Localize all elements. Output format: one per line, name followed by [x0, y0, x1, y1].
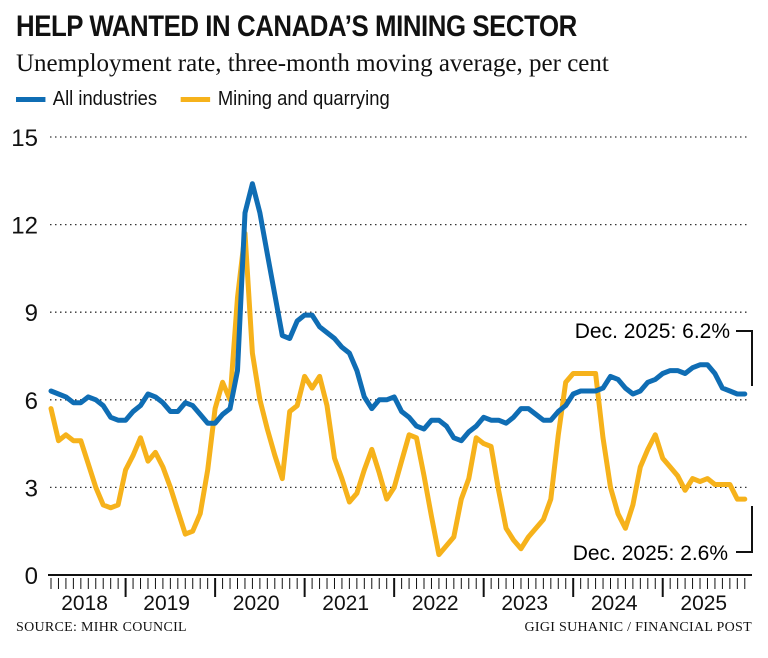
annotation-label: Dec. 2025: 2.6%	[573, 542, 728, 565]
y-tick-label: 12	[11, 213, 38, 240]
annotation-bracket	[736, 330, 753, 386]
y-tick-label: 0	[25, 563, 38, 590]
legend-label: Mining and quarrying	[217, 88, 390, 110]
annotation-all-industries: Dec. 2025: 6.2%	[575, 320, 753, 386]
y-tick-label: 3	[25, 475, 38, 502]
x-tick-label: 2025	[680, 592, 727, 615]
annotation-mining: Dec. 2025: 2.6%	[573, 506, 753, 565]
legend-item-all-industries: All industries	[16, 88, 157, 111]
legend: All industries Mining and quarrying	[16, 88, 414, 111]
x-tick-label: 2021	[322, 592, 369, 615]
chart-subtitle: Unemployment rate, three-month moving av…	[16, 50, 609, 77]
y-tick-label: 6	[25, 388, 38, 415]
legend-swatch-mining	[181, 97, 211, 102]
source-note: SOURCE: MIHR COUNCIL	[16, 620, 187, 635]
x-tick-label: 2022	[412, 592, 459, 615]
x-tick-label: 2024	[591, 592, 638, 615]
legend-swatch-all-industries	[16, 97, 46, 102]
x-tick-label: 2019	[143, 592, 190, 615]
series-line-all-industries	[48, 181, 748, 444]
annotation-label: Dec. 2025: 6.2%	[575, 320, 730, 343]
legend-label: All industries	[52, 88, 158, 110]
credit-note: GIGI SUHANIC / FINANCIAL POST	[524, 620, 752, 635]
annotation-bracket	[736, 506, 753, 553]
legend-item-mining: Mining and quarrying	[181, 88, 390, 111]
x-tick-label: 2018	[61, 592, 108, 615]
y-tick-label: 9	[25, 300, 38, 327]
x-tick-label: 2020	[233, 592, 280, 615]
x-tick-label: 2023	[501, 592, 548, 615]
chart-title: HELP WANTED IN CANADA’S MINING SECTOR	[16, 10, 577, 43]
y-tick-label: 15	[11, 125, 38, 152]
series-line-mining	[48, 230, 748, 558]
